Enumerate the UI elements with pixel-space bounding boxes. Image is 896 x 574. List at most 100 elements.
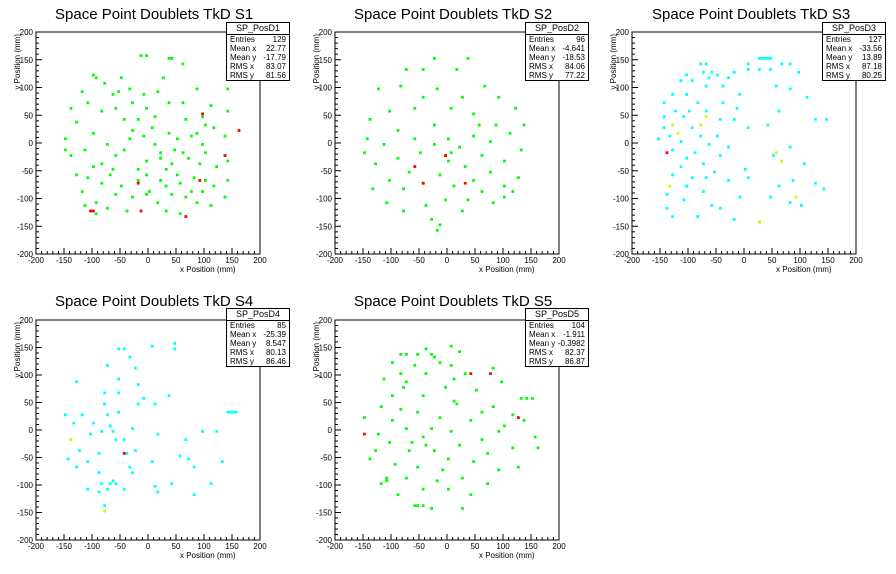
y-tick-label: -150 <box>316 509 333 518</box>
data-cell-low <box>438 416 442 419</box>
x-tick-label: -50 <box>413 256 425 265</box>
stats-value: 82.37 <box>564 348 585 357</box>
data-cell-low <box>704 84 708 88</box>
data-cell-low <box>78 449 81 452</box>
data-cell-low <box>517 465 520 469</box>
data-cell-low <box>662 126 666 130</box>
x-tick-label: 0 <box>146 542 151 551</box>
data-cell-low <box>371 187 375 191</box>
x-tick-label: 50 <box>471 542 480 551</box>
data-cell-low <box>486 452 489 455</box>
x-tick-label: 100 <box>793 256 807 265</box>
x-tick-label: -100 <box>84 542 101 551</box>
data-cell-low <box>449 344 453 348</box>
data-cell-low <box>702 190 705 193</box>
data-cell-low <box>511 190 515 193</box>
data-cell-low <box>173 342 176 345</box>
data-cell-low <box>685 156 688 160</box>
data-cell-low <box>735 106 739 110</box>
data-cell-low <box>150 344 154 348</box>
data-cell-low <box>721 84 725 88</box>
data-cell-low <box>494 123 498 127</box>
data-cell-low <box>382 377 386 381</box>
x-tick-label: 150 <box>821 256 835 265</box>
data-cell-low <box>198 162 202 166</box>
data-cell-low <box>117 377 120 381</box>
x-tick-label: 150 <box>524 542 538 551</box>
data-cell-low <box>424 372 428 375</box>
data-cell-low <box>220 460 224 463</box>
y-axis-label: y Position (mm) <box>312 322 321 378</box>
data-cell-high <box>139 209 143 213</box>
x-tick-label: -200 <box>327 542 344 551</box>
data-cell-low <box>430 353 433 356</box>
y-tick-label: 50 <box>620 111 629 120</box>
data-cell-low <box>766 56 770 60</box>
x-axis-label: x Position (mm) <box>180 265 236 274</box>
data-cell-low <box>732 118 736 121</box>
data-cell-mid <box>704 115 708 119</box>
stats-key: Mean y <box>826 53 853 62</box>
x-axis-label: x Position (mm) <box>479 551 535 560</box>
data-cell-low <box>503 184 506 188</box>
x-tick-label: 50 <box>768 256 777 265</box>
data-cell-low <box>114 192 118 196</box>
data-cell-low <box>145 173 148 177</box>
y-tick-label: 50 <box>24 111 33 120</box>
data-cell-low <box>413 106 417 110</box>
x-tick-label: 100 <box>197 542 211 551</box>
x-tick-label: 100 <box>496 542 510 551</box>
plot-frame <box>35 319 261 541</box>
stats-row: Mean y 13.89 <box>823 53 885 62</box>
data-cell-low <box>368 118 372 121</box>
data-cell-mid <box>69 438 73 441</box>
data-cell-low <box>716 134 719 138</box>
x-tick-label: -100 <box>680 256 697 265</box>
data-cell-low <box>142 397 146 400</box>
data-cell-low <box>416 410 419 414</box>
x-tick-label: 200 <box>253 256 267 265</box>
data-cell-low <box>511 446 515 450</box>
data-cell-low <box>122 148 126 152</box>
data-cell-low <box>393 463 397 466</box>
data-cell-low <box>80 413 84 417</box>
data-cell-low <box>142 93 146 96</box>
data-cell-mid <box>668 184 672 188</box>
data-cell-low <box>718 118 722 121</box>
data-cell-low <box>466 56 470 60</box>
data-cell-high <box>198 179 202 182</box>
data-cell-low <box>475 388 478 392</box>
stats-row: Mean x -1.911 <box>526 330 588 339</box>
x-tick-label: -200 <box>28 256 45 265</box>
data-cell-low <box>797 70 800 74</box>
stats-value: 80.25 <box>861 71 882 80</box>
data-cell-low <box>100 482 104 485</box>
data-cell-low <box>178 212 182 216</box>
data-cell-low <box>153 115 157 119</box>
data-cell-low <box>710 204 714 207</box>
data-cell-low <box>178 181 182 185</box>
data-cell-low <box>791 179 795 182</box>
data-cell-low <box>201 115 204 119</box>
data-cell-low <box>94 201 98 205</box>
data-cell-low <box>64 413 67 417</box>
y-axis-label: y Position (mm) <box>609 34 618 90</box>
data-cell-low <box>75 465 78 469</box>
data-cell-mid <box>794 195 798 199</box>
stats-key: Mean x <box>529 330 556 339</box>
data-cell-low <box>204 179 207 182</box>
data-cell-low <box>405 427 408 430</box>
stats-key: RMS x <box>230 348 254 357</box>
data-cell-low <box>503 195 506 199</box>
x-tick-label: -150 <box>56 542 73 551</box>
stats-value: 127 <box>868 35 882 44</box>
data-cell-low <box>170 482 174 485</box>
data-cell-low <box>702 162 705 166</box>
data-cell-low <box>192 493 196 496</box>
stats-key: RMS y <box>529 357 553 366</box>
data-cell-low <box>435 229 439 232</box>
stats-value: 84.06 <box>564 62 585 71</box>
data-cell-low <box>100 181 104 185</box>
y-tick-label: 100 <box>616 84 630 93</box>
data-cell-low <box>662 101 666 105</box>
